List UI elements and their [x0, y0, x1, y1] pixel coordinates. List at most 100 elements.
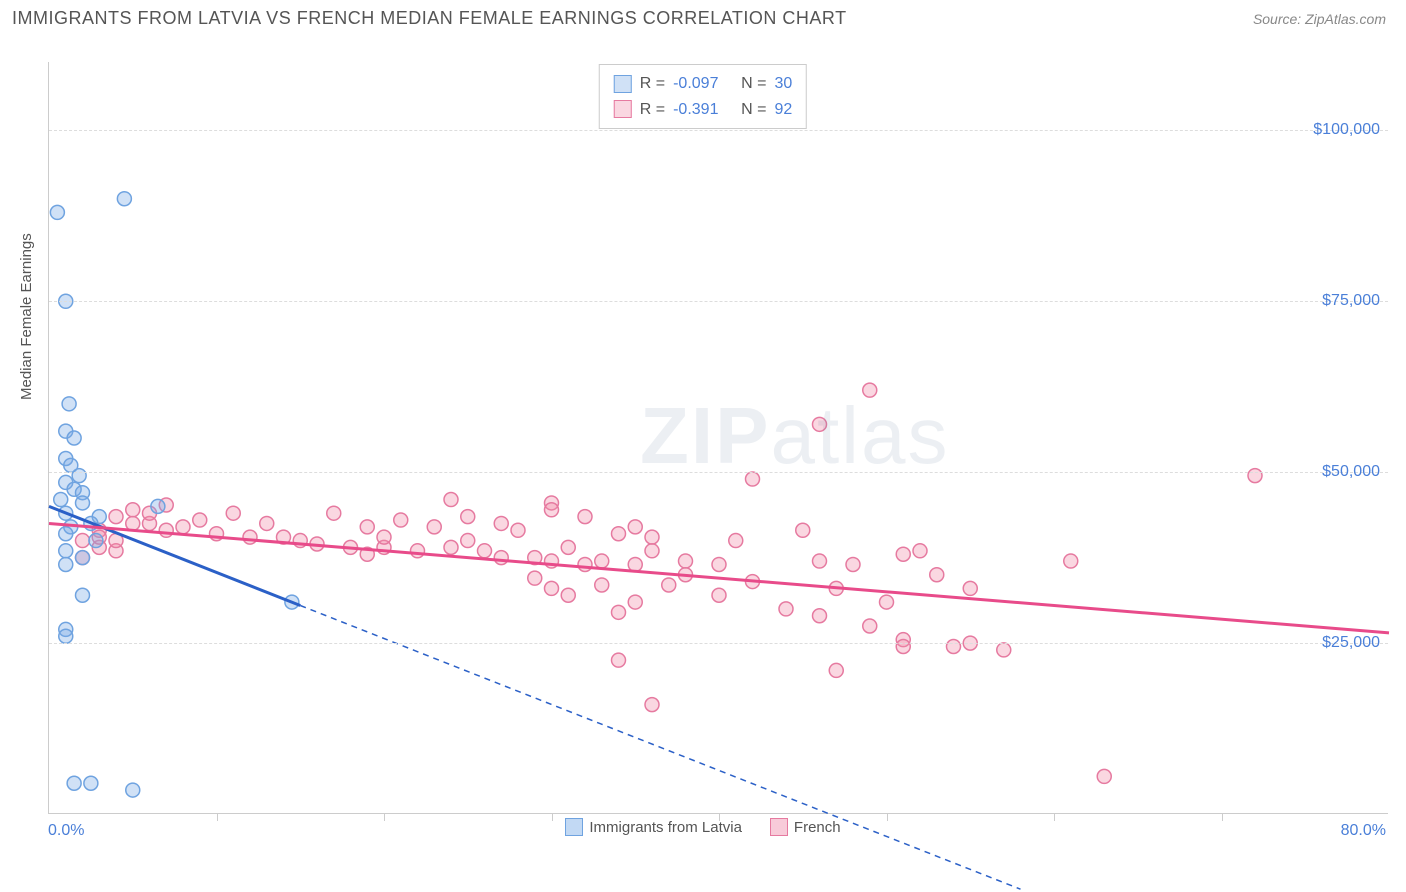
data-point: [863, 619, 877, 633]
y-tick-label: $100,000: [1313, 121, 1380, 139]
legend-item: Immigrants from Latvia: [565, 818, 742, 836]
data-point: [1097, 769, 1111, 783]
y-gridline: [49, 472, 1388, 473]
n-value: 92: [774, 97, 792, 123]
data-point: [528, 571, 542, 585]
data-point: [494, 551, 508, 565]
data-point: [193, 513, 207, 527]
data-point: [947, 640, 961, 654]
data-point: [796, 523, 810, 537]
r-label: R =: [640, 97, 665, 123]
data-point: [151, 499, 165, 513]
data-point: [72, 469, 86, 483]
data-point: [444, 540, 458, 554]
data-point: [561, 540, 575, 554]
data-point: [779, 602, 793, 616]
data-point: [628, 557, 642, 571]
data-point: [176, 520, 190, 534]
data-point: [59, 544, 73, 558]
data-point: [444, 493, 458, 507]
data-point: [628, 595, 642, 609]
y-tick-label: $25,000: [1322, 634, 1380, 652]
data-point: [511, 523, 525, 537]
y-gridline: [49, 643, 1388, 644]
data-point: [54, 493, 68, 507]
y-tick-label: $50,000: [1322, 463, 1380, 481]
legend-swatch: [614, 100, 632, 118]
legend-swatch: [614, 75, 632, 93]
data-point: [913, 544, 927, 558]
r-value: -0.391: [673, 97, 733, 123]
data-point: [930, 568, 944, 582]
data-point: [461, 510, 475, 524]
data-point: [679, 554, 693, 568]
data-point: [662, 578, 676, 592]
legend-label: Immigrants from Latvia: [589, 819, 742, 836]
data-point: [729, 534, 743, 548]
legend-item: French: [770, 818, 841, 836]
data-point: [377, 530, 391, 544]
data-point: [612, 605, 626, 619]
data-point: [880, 595, 894, 609]
legend-label: French: [794, 819, 841, 836]
legend-swatch: [565, 818, 583, 836]
n-label: N =: [741, 71, 766, 97]
data-point: [813, 554, 827, 568]
data-point: [896, 547, 910, 561]
data-point: [50, 205, 64, 219]
data-point: [645, 530, 659, 544]
data-point: [59, 557, 73, 571]
n-value: 30: [774, 71, 792, 97]
header: IMMIGRANTS FROM LATVIA VS FRENCH MEDIAN …: [0, 0, 1406, 33]
data-point: [1064, 554, 1078, 568]
data-point: [1248, 469, 1262, 483]
data-point: [226, 506, 240, 520]
data-point: [76, 534, 90, 548]
source-attribution: Source: ZipAtlas.com: [1253, 11, 1386, 27]
chart-title: IMMIGRANTS FROM LATVIA VS FRENCH MEDIAN …: [12, 8, 847, 29]
legend-stats-row: R = -0.391 N = 92: [614, 97, 792, 123]
data-point: [89, 534, 103, 548]
y-gridline: [49, 301, 1388, 302]
data-point: [76, 551, 90, 565]
data-point: [746, 472, 760, 486]
y-gridline: [49, 130, 1388, 131]
data-point: [461, 534, 475, 548]
data-point: [59, 629, 73, 643]
data-point: [712, 557, 726, 571]
data-point: [411, 544, 425, 558]
trend-line-extrapolated: [300, 605, 1020, 889]
y-axis-label: Median Female Earnings: [18, 233, 35, 400]
data-point: [62, 397, 76, 411]
data-point: [612, 527, 626, 541]
data-point: [427, 520, 441, 534]
data-point: [67, 431, 81, 445]
data-point: [561, 588, 575, 602]
scatter-svg: [49, 62, 1388, 813]
data-point: [645, 544, 659, 558]
data-point: [645, 698, 659, 712]
n-label: N =: [741, 97, 766, 123]
data-point: [394, 513, 408, 527]
data-point: [595, 578, 609, 592]
data-point: [545, 581, 559, 595]
data-point: [612, 653, 626, 667]
y-tick-label: $75,000: [1322, 292, 1380, 310]
data-point: [117, 192, 131, 206]
data-point: [628, 520, 642, 534]
data-point: [863, 383, 877, 397]
data-point: [578, 510, 592, 524]
data-point: [846, 557, 860, 571]
correlation-legend: R =-0.097N =30R =-0.391N =92: [599, 64, 807, 129]
data-point: [243, 530, 257, 544]
r-label: R =: [640, 71, 665, 97]
legend-swatch: [770, 818, 788, 836]
data-point: [545, 503, 559, 517]
data-point: [997, 643, 1011, 657]
data-point: [159, 523, 173, 537]
data-point: [76, 496, 90, 510]
data-point: [260, 516, 274, 530]
data-point: [494, 516, 508, 530]
data-point: [76, 588, 90, 602]
data-point: [126, 503, 140, 517]
